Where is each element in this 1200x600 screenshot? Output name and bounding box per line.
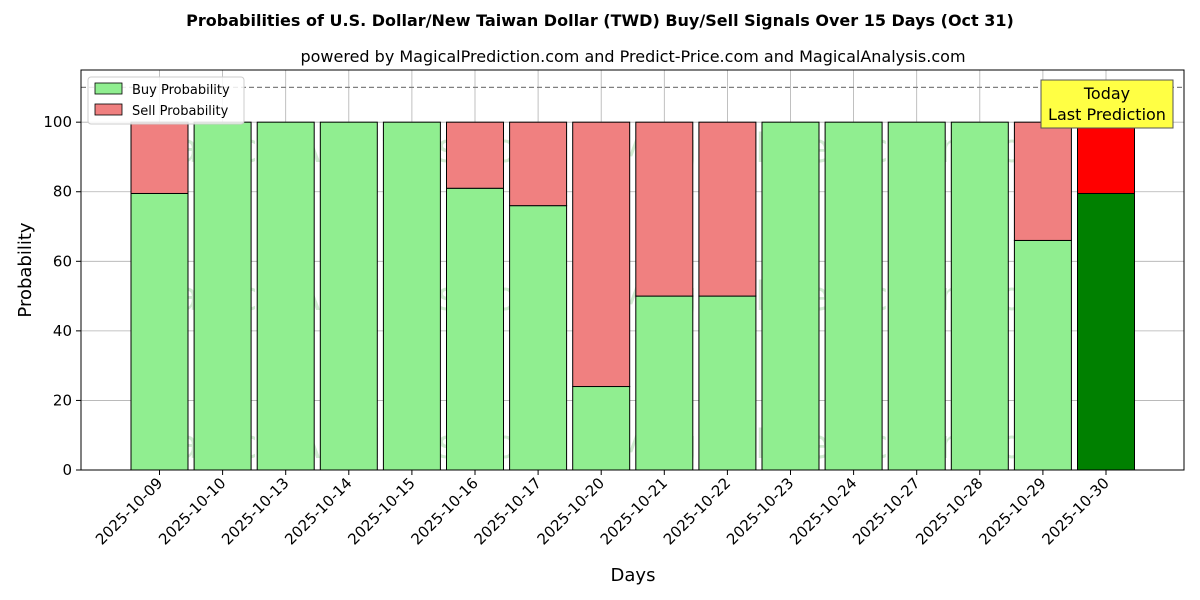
x-tick-label: 2025-10-29 <box>975 474 1049 548</box>
chart-title: Probabilities of U.S. Dollar/New Taiwan … <box>186 11 1014 30</box>
buy-bar <box>761 121 820 471</box>
buy-bar <box>509 205 568 471</box>
sell-bar <box>1077 121 1135 194</box>
sell-bar <box>446 121 504 189</box>
x-tick-label: 2025-10-22 <box>660 474 734 548</box>
x-tick-label: 2025-10-20 <box>534 474 608 548</box>
x-axis-label: Days <box>611 565 656 586</box>
chart-subtitle: powered by MagicalPrediction.com and Pre… <box>300 47 965 66</box>
x-tick-label: 2025-10-24 <box>786 474 860 548</box>
y-tick-label: 80 <box>53 183 72 201</box>
x-tick-label: 2025-10-16 <box>407 474 481 548</box>
buy-bar <box>1077 192 1135 471</box>
buy-bar <box>698 295 757 471</box>
buy-bar <box>382 121 441 471</box>
bars <box>130 121 1135 471</box>
x-tick-label: 2025-10-09 <box>92 474 166 548</box>
y-tick-label: 40 <box>53 322 72 340</box>
buy-bar <box>950 121 1009 471</box>
x-axis-ticks: 2025-10-092025-10-102025-10-132025-10-14… <box>92 470 1113 548</box>
y-tick-label: 20 <box>53 391 72 409</box>
today-annotation: Today Last Prediction <box>1040 79 1174 129</box>
legend-buy-swatch <box>94 82 123 95</box>
x-tick-label: 2025-10-30 <box>1038 474 1112 548</box>
buy-bar <box>446 187 504 471</box>
legend-buy-label: Buy Probability <box>132 83 230 98</box>
y-tick-label: 60 <box>53 252 72 270</box>
legend-sell-label: Sell Probability <box>132 104 229 119</box>
sell-bar <box>509 121 568 207</box>
buy-bar <box>256 121 315 471</box>
x-tick-label: 2025-10-17 <box>471 474 545 548</box>
sell-bar <box>1013 121 1072 241</box>
sell-bar <box>130 121 189 194</box>
y-axis-label: Probability <box>15 222 36 317</box>
x-tick-label: 2025-10-27 <box>849 474 923 548</box>
buy-bar <box>635 295 694 471</box>
legend: Buy Probability Sell Probability <box>87 76 245 125</box>
annotation-box <box>1040 79 1174 129</box>
annotation-today: Today <box>1083 84 1130 103</box>
buy-bar <box>1013 239 1072 471</box>
x-tick-label: 2025-10-13 <box>218 474 292 548</box>
buy-bar <box>193 121 252 471</box>
x-tick-label: 2025-10-10 <box>155 474 229 548</box>
sell-bar <box>635 121 694 297</box>
annotation-last-prediction: Last Prediction <box>1048 105 1166 124</box>
legend-box <box>87 76 245 125</box>
buy-bar <box>130 192 189 471</box>
x-tick-label: 2025-10-14 <box>281 474 355 548</box>
sell-bar <box>698 121 757 297</box>
buy-bar <box>887 121 946 471</box>
legend-sell-swatch <box>94 103 123 116</box>
y-tick-label: 100 <box>43 113 72 131</box>
x-tick-label: 2025-10-28 <box>912 474 986 548</box>
x-tick-label: 2025-10-15 <box>344 474 418 548</box>
y-tick-label: 0 <box>62 461 72 479</box>
buy-bar <box>824 121 883 471</box>
buy-bar <box>319 121 378 471</box>
plot-frame <box>80 69 1185 471</box>
x-tick-label: 2025-10-23 <box>723 474 797 548</box>
buy-bar <box>572 386 631 471</box>
sell-bar <box>572 121 631 388</box>
x-tick-label: 2025-10-21 <box>597 474 671 548</box>
y-axis-ticks: 0 20 40 60 80 100 <box>43 113 81 479</box>
